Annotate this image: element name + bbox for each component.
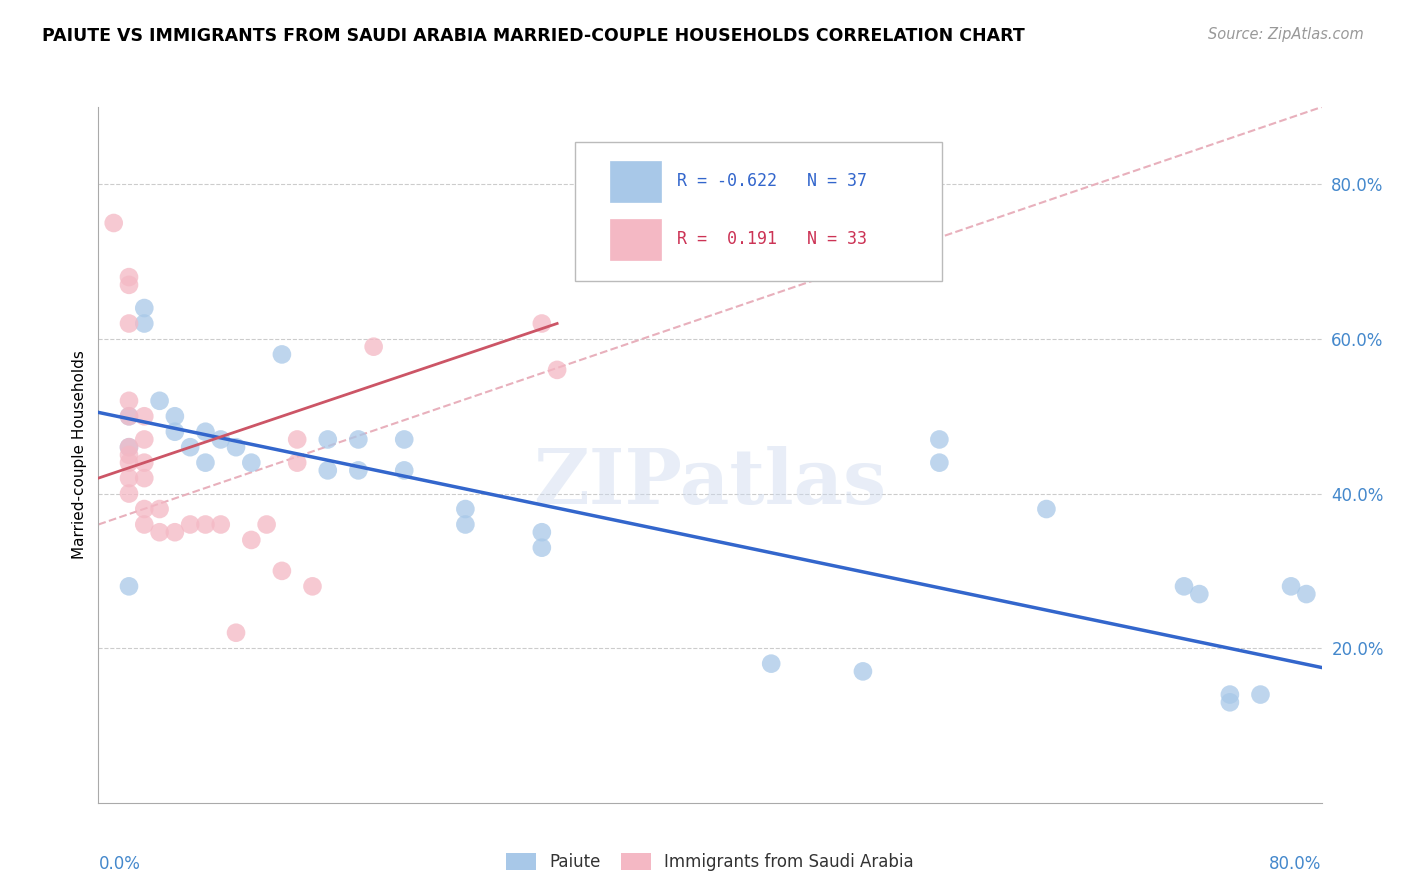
Text: 0.0%: 0.0% — [98, 855, 141, 873]
Point — [118, 409, 141, 424]
Point — [928, 456, 950, 470]
Point — [347, 433, 370, 447]
Point — [225, 625, 247, 640]
Point — [118, 409, 141, 424]
Point — [270, 564, 292, 578]
Point — [392, 433, 416, 447]
Text: ZIPatlas: ZIPatlas — [533, 446, 887, 520]
Point — [118, 440, 141, 454]
FancyBboxPatch shape — [575, 142, 942, 281]
Y-axis label: Married-couple Households: Married-couple Households — [72, 351, 87, 559]
Point — [134, 317, 156, 331]
FancyBboxPatch shape — [610, 161, 661, 202]
Text: R =  0.191   N = 33: R = 0.191 N = 33 — [678, 230, 868, 248]
Point — [363, 340, 385, 354]
Point — [163, 525, 186, 540]
Point — [209, 517, 232, 532]
Text: PAIUTE VS IMMIGRANTS FROM SAUDI ARABIA MARRIED-COUPLE HOUSEHOLDS CORRELATION CHA: PAIUTE VS IMMIGRANTS FROM SAUDI ARABIA M… — [42, 27, 1025, 45]
Point — [1295, 587, 1317, 601]
Point — [134, 409, 156, 424]
Point — [1219, 695, 1241, 709]
Point — [530, 525, 553, 540]
Point — [149, 525, 172, 540]
Point — [1219, 688, 1241, 702]
Point — [149, 393, 172, 408]
Point — [301, 579, 323, 593]
Point — [134, 517, 156, 532]
Point — [1188, 587, 1211, 601]
Point — [118, 440, 141, 454]
Point — [194, 517, 217, 532]
Point — [240, 456, 263, 470]
Point — [256, 517, 278, 532]
Legend: Paiute, Immigrants from Saudi Arabia: Paiute, Immigrants from Saudi Arabia — [499, 847, 921, 878]
Point — [134, 471, 156, 485]
Point — [134, 433, 156, 447]
Point — [194, 425, 217, 439]
Point — [454, 502, 477, 516]
Point — [316, 463, 339, 477]
Point — [149, 502, 172, 516]
Point — [530, 317, 553, 331]
Point — [118, 448, 141, 462]
Point — [118, 277, 141, 292]
Text: R = -0.622   N = 37: R = -0.622 N = 37 — [678, 172, 868, 191]
Text: Source: ZipAtlas.com: Source: ZipAtlas.com — [1208, 27, 1364, 42]
Point — [118, 471, 141, 485]
FancyBboxPatch shape — [610, 219, 661, 260]
Point — [163, 409, 186, 424]
Point — [530, 541, 553, 555]
Point — [118, 486, 141, 500]
Point — [1173, 579, 1195, 593]
Point — [118, 270, 141, 285]
Point — [118, 456, 141, 470]
Point — [134, 502, 156, 516]
Point — [118, 317, 141, 331]
Point — [179, 517, 201, 532]
Point — [163, 425, 186, 439]
Point — [347, 463, 370, 477]
Point — [134, 456, 156, 470]
Point — [209, 433, 232, 447]
Point — [1249, 688, 1271, 702]
Point — [546, 363, 568, 377]
Point — [240, 533, 263, 547]
Point — [118, 579, 141, 593]
Point — [316, 433, 339, 447]
Point — [118, 393, 141, 408]
Point — [225, 440, 247, 454]
Point — [392, 463, 416, 477]
Point — [454, 517, 477, 532]
Point — [1035, 502, 1057, 516]
Point — [928, 433, 950, 447]
Point — [179, 440, 201, 454]
Point — [134, 301, 156, 315]
Point — [285, 433, 308, 447]
Point — [194, 456, 217, 470]
Point — [759, 657, 782, 671]
Point — [1279, 579, 1302, 593]
Point — [270, 347, 292, 361]
Point — [285, 456, 308, 470]
Point — [852, 665, 875, 679]
Point — [103, 216, 125, 230]
Text: 80.0%: 80.0% — [1270, 855, 1322, 873]
